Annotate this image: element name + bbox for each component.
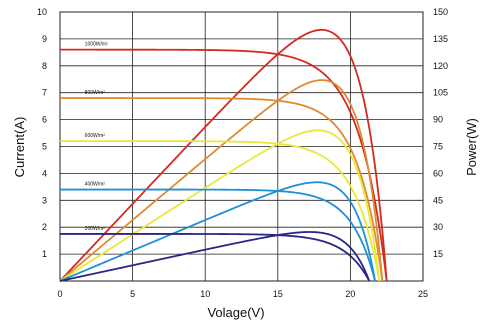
y2-tick-labels: 15 30 45 60 75 90 105 120 135 150 bbox=[433, 7, 448, 259]
x-tick-labels: 0 5 10 15 20 25 bbox=[57, 289, 428, 299]
y-tick-label: 10 bbox=[37, 7, 47, 17]
y-tick-labels: 1 2 3 4 5 6 7 8 9 10 bbox=[37, 7, 47, 259]
y2-tick-label: 75 bbox=[433, 142, 443, 152]
curve-label: 1000W/m² bbox=[85, 42, 108, 48]
power-curve bbox=[59, 28, 388, 282]
y2-tick-label: 135 bbox=[433, 34, 448, 44]
x-tick-label: 10 bbox=[200, 289, 210, 299]
y2-axis-title: Power(W) bbox=[464, 118, 479, 176]
x-tick-label: 15 bbox=[273, 289, 283, 299]
y2-tick-label: 150 bbox=[433, 7, 448, 17]
y-axis-title: Current(A) bbox=[12, 117, 27, 178]
y-tick-label: 6 bbox=[42, 115, 47, 125]
iv-curve bbox=[60, 188, 376, 282]
y-tick-label: 5 bbox=[42, 142, 47, 152]
y2-tick-label: 30 bbox=[433, 222, 443, 232]
x-tick-label: 20 bbox=[345, 289, 355, 299]
y-tick-label: 4 bbox=[42, 168, 47, 178]
curve-label: 800W/m² bbox=[85, 90, 106, 96]
curve-labels: 1000W/m² 800W/m² 600W/m² 400W/m² 200W/m² bbox=[85, 42, 108, 232]
x-tick-label: 25 bbox=[418, 289, 428, 299]
y-tick-label: 1 bbox=[42, 249, 47, 259]
iv-curve bbox=[60, 140, 381, 282]
y2-tick-label: 45 bbox=[433, 195, 443, 205]
curves bbox=[59, 28, 388, 282]
y-tick-label: 2 bbox=[42, 222, 47, 232]
iv-curve bbox=[60, 233, 371, 282]
y2-tick-label: 120 bbox=[433, 61, 448, 71]
y-tick-label: 3 bbox=[42, 195, 47, 205]
power-curve bbox=[59, 79, 384, 282]
y2-tick-label: 105 bbox=[433, 88, 448, 98]
power-curve bbox=[59, 231, 371, 282]
y2-tick-label: 15 bbox=[433, 249, 443, 259]
x-axis-title: Volage(V) bbox=[207, 305, 264, 320]
power-curve bbox=[59, 181, 376, 282]
curve-label: 400W/m² bbox=[85, 182, 106, 188]
y2-tick-label: 60 bbox=[433, 168, 443, 178]
iv-curve bbox=[60, 97, 384, 282]
curve-label: 600W/m² bbox=[85, 133, 106, 139]
y-tick-label: 8 bbox=[42, 61, 47, 71]
power-curve bbox=[59, 129, 381, 282]
curve-label: 200W/m² bbox=[85, 226, 106, 232]
x-tick-label: 5 bbox=[130, 289, 135, 299]
x-tick-label: 0 bbox=[57, 289, 62, 299]
y2-tick-label: 90 bbox=[433, 115, 443, 125]
y-tick-label: 7 bbox=[42, 88, 47, 98]
y-tick-label: 9 bbox=[42, 34, 47, 44]
